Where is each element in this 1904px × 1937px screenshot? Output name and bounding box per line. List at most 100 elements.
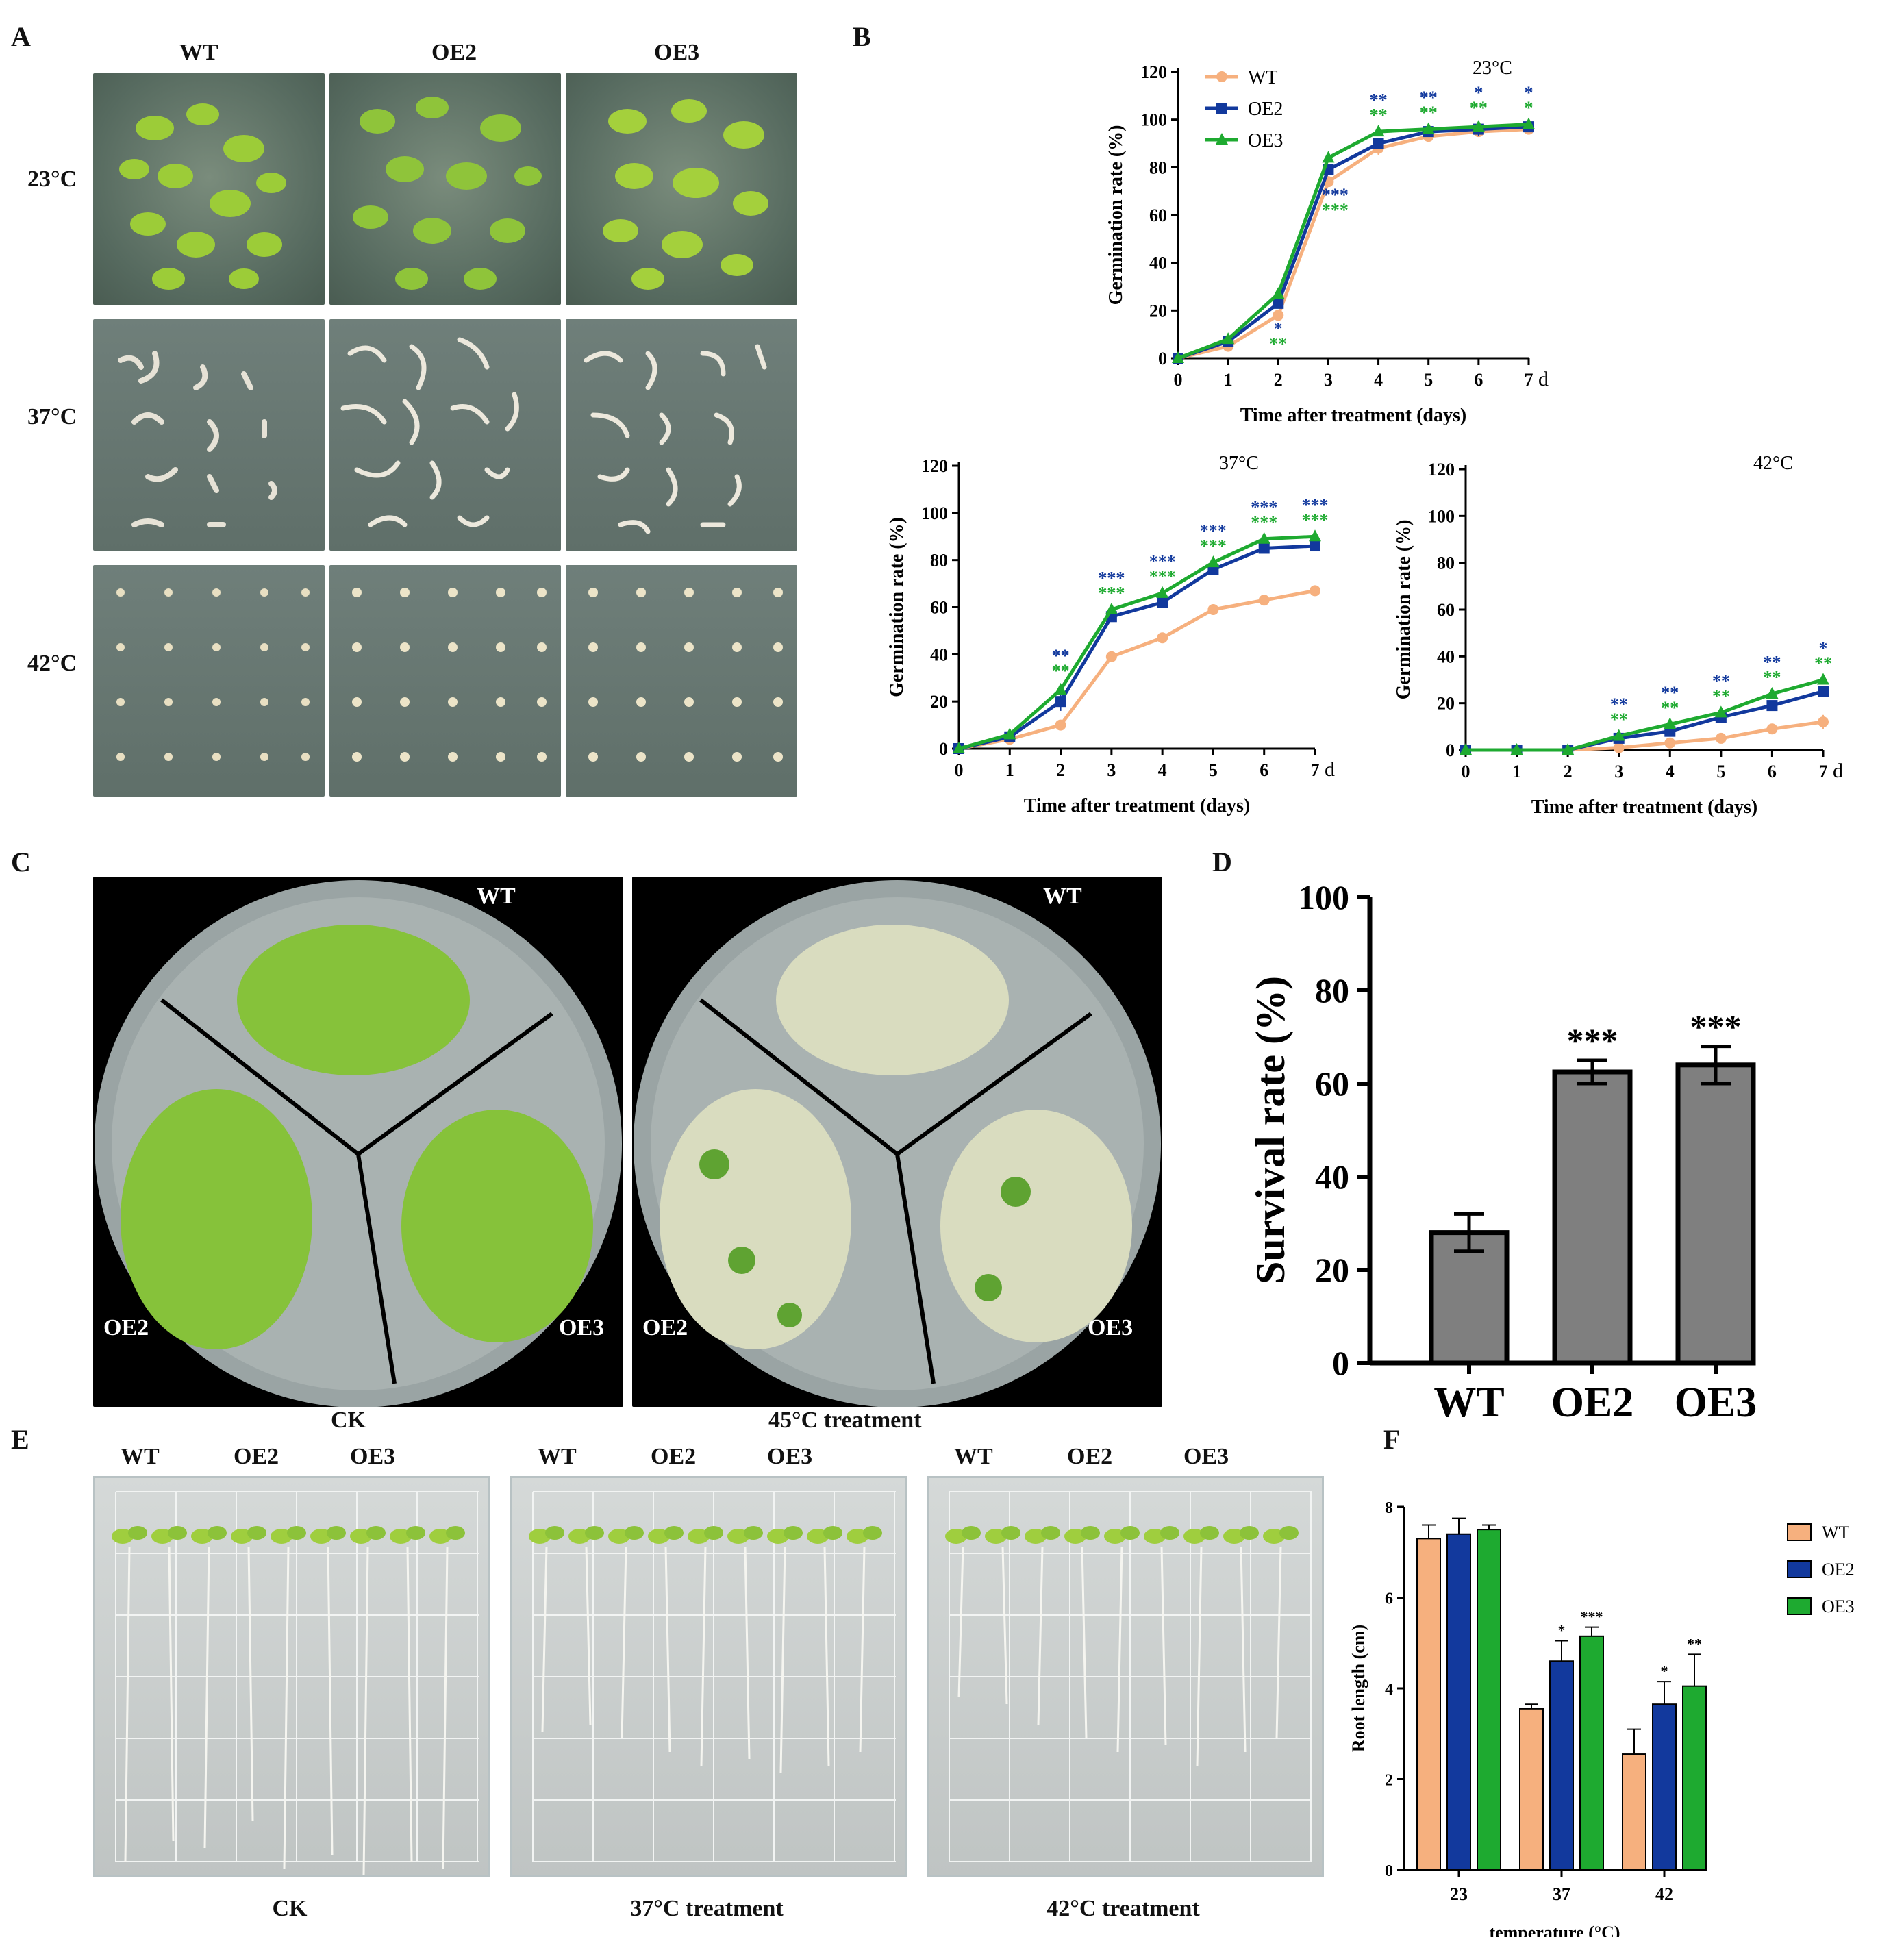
leaf (1279, 1526, 1299, 1540)
data-point (1157, 597, 1168, 608)
panel-a-col-wt: WT (179, 40, 218, 65)
data-point (1322, 151, 1335, 163)
significance-label: *** (1200, 536, 1227, 556)
y-tick-label: 60 (930, 598, 948, 618)
x-axis-label: Time after treatment (days) (1240, 405, 1466, 426)
leaf (191, 1529, 213, 1544)
significance-label: * (1474, 83, 1483, 103)
y-tick-label: 100 (1428, 506, 1455, 526)
bar-wt (1416, 1538, 1441, 1871)
legend-swatch (1787, 1560, 1812, 1578)
panel-b-letter: B (853, 21, 871, 52)
plate-e-label-oe2: OE2 (234, 1444, 279, 1469)
leaf (128, 1526, 147, 1540)
data-point (953, 742, 965, 753)
leaf (664, 1526, 684, 1540)
y-axis-label: Root length (cm) (1349, 1625, 1368, 1752)
root (1037, 1546, 1044, 1725)
chart-title: 42°C (1753, 453, 1793, 474)
seedling-cluster-icon (603, 99, 768, 290)
significance-label: *** (1690, 1008, 1742, 1046)
leaf (1041, 1526, 1060, 1540)
y-axis-label: Germination rate (%) (886, 517, 907, 697)
series-line-oe2 (958, 544, 1316, 751)
y-tick-label: 2 (1385, 1772, 1393, 1790)
data-point (1055, 719, 1066, 731)
bar-oe3 (1682, 1685, 1707, 1871)
y-tick-label: 20 (930, 692, 948, 712)
root (957, 1546, 964, 1698)
leaf (151, 1529, 173, 1544)
data-point (1373, 138, 1384, 149)
leaf (985, 1529, 1007, 1544)
root (327, 1546, 334, 1855)
data-point (1766, 700, 1778, 712)
chart-f-rootlength: 0 2 4 6 8 Root length (cm) temperature (°C) 23 *… (1349, 1499, 1855, 1937)
leaf (608, 1529, 630, 1544)
root (1240, 1546, 1247, 1753)
photo-a-23-oe2 (329, 73, 561, 305)
seed-grid-icon (352, 588, 547, 762)
root-plate-2 (510, 1476, 907, 1877)
significance-label: *** (1149, 566, 1176, 586)
data-point (1422, 122, 1435, 134)
significance-label: ** (1470, 98, 1488, 118)
leaf (1223, 1529, 1245, 1544)
x-tick-label: 1 (1005, 760, 1014, 780)
leaf (1200, 1526, 1219, 1540)
y-tick-label: 40 (930, 645, 948, 664)
y-tick-label: 40 (1437, 647, 1455, 666)
photo-a-23-wt (93, 73, 325, 305)
legend-label: OE2 (1248, 99, 1283, 120)
significance-label: ** (1661, 698, 1679, 718)
root (168, 1546, 175, 1842)
leaf (744, 1526, 763, 1540)
plate-e-label-oe3: OE3 (350, 1444, 396, 1469)
significance-label: ** (1814, 653, 1832, 673)
y-tick-label: 0 (1446, 740, 1455, 760)
plate-e-label-wt: WT (121, 1444, 160, 1469)
x-tick-label: 3 (1614, 762, 1623, 782)
leaf (807, 1529, 829, 1544)
plate-c-45-oe2: OE2 (642, 1315, 688, 1340)
leaf (366, 1526, 386, 1540)
y-axis-label: Survival rate (%) (1248, 976, 1293, 1284)
root (1275, 1546, 1282, 1739)
bar-oe3 (1579, 1635, 1604, 1871)
leaf (625, 1526, 644, 1540)
y-tick-label: 60 (1315, 1064, 1349, 1103)
significance-label: *** (1581, 1608, 1603, 1625)
data-point (1257, 532, 1270, 544)
chart-b-42c: 0 20 40 60 80 100 120 0 1 2 3 4 5 6 7 d Time after treat… (1393, 453, 1843, 818)
leaf (727, 1529, 749, 1544)
y-tick-label: 20 (1315, 1251, 1349, 1289)
photo-a-37-oe3 (566, 319, 797, 551)
root (744, 1546, 751, 1760)
root (362, 1546, 369, 1876)
x-axis-label: Time after treatment (days) (1531, 797, 1757, 818)
legend-swatch (1787, 1523, 1812, 1541)
x-tick-label: 2 (1564, 762, 1573, 782)
bar-oe2 (1552, 1069, 1633, 1366)
data-point (1766, 687, 1779, 699)
bar-oe2 (1446, 1533, 1471, 1871)
data-point (1207, 603, 1219, 615)
data-point (1105, 651, 1117, 662)
x-tick-label: 23 (1450, 1884, 1468, 1904)
plate-photo-45c: WT OE2 OE3 (632, 877, 1162, 1407)
root (541, 1546, 548, 1732)
significance-label: ** (1610, 695, 1628, 714)
photo-a-42-oe3 (566, 565, 797, 797)
root (823, 1546, 830, 1766)
y-tick-label: 60 (1149, 205, 1167, 225)
data-point (1715, 732, 1727, 744)
series-line-wt (1177, 127, 1529, 360)
x-tick-label: 5 (1716, 762, 1725, 782)
root (779, 1546, 786, 1773)
plate-c-ck-oe3: OE3 (559, 1315, 605, 1340)
significance-label: *** (1098, 584, 1125, 603)
bar-oe2 (1652, 1703, 1677, 1871)
leaf (208, 1526, 227, 1540)
data-point (1310, 540, 1320, 552)
y-tick-label: 80 (1315, 971, 1349, 1010)
